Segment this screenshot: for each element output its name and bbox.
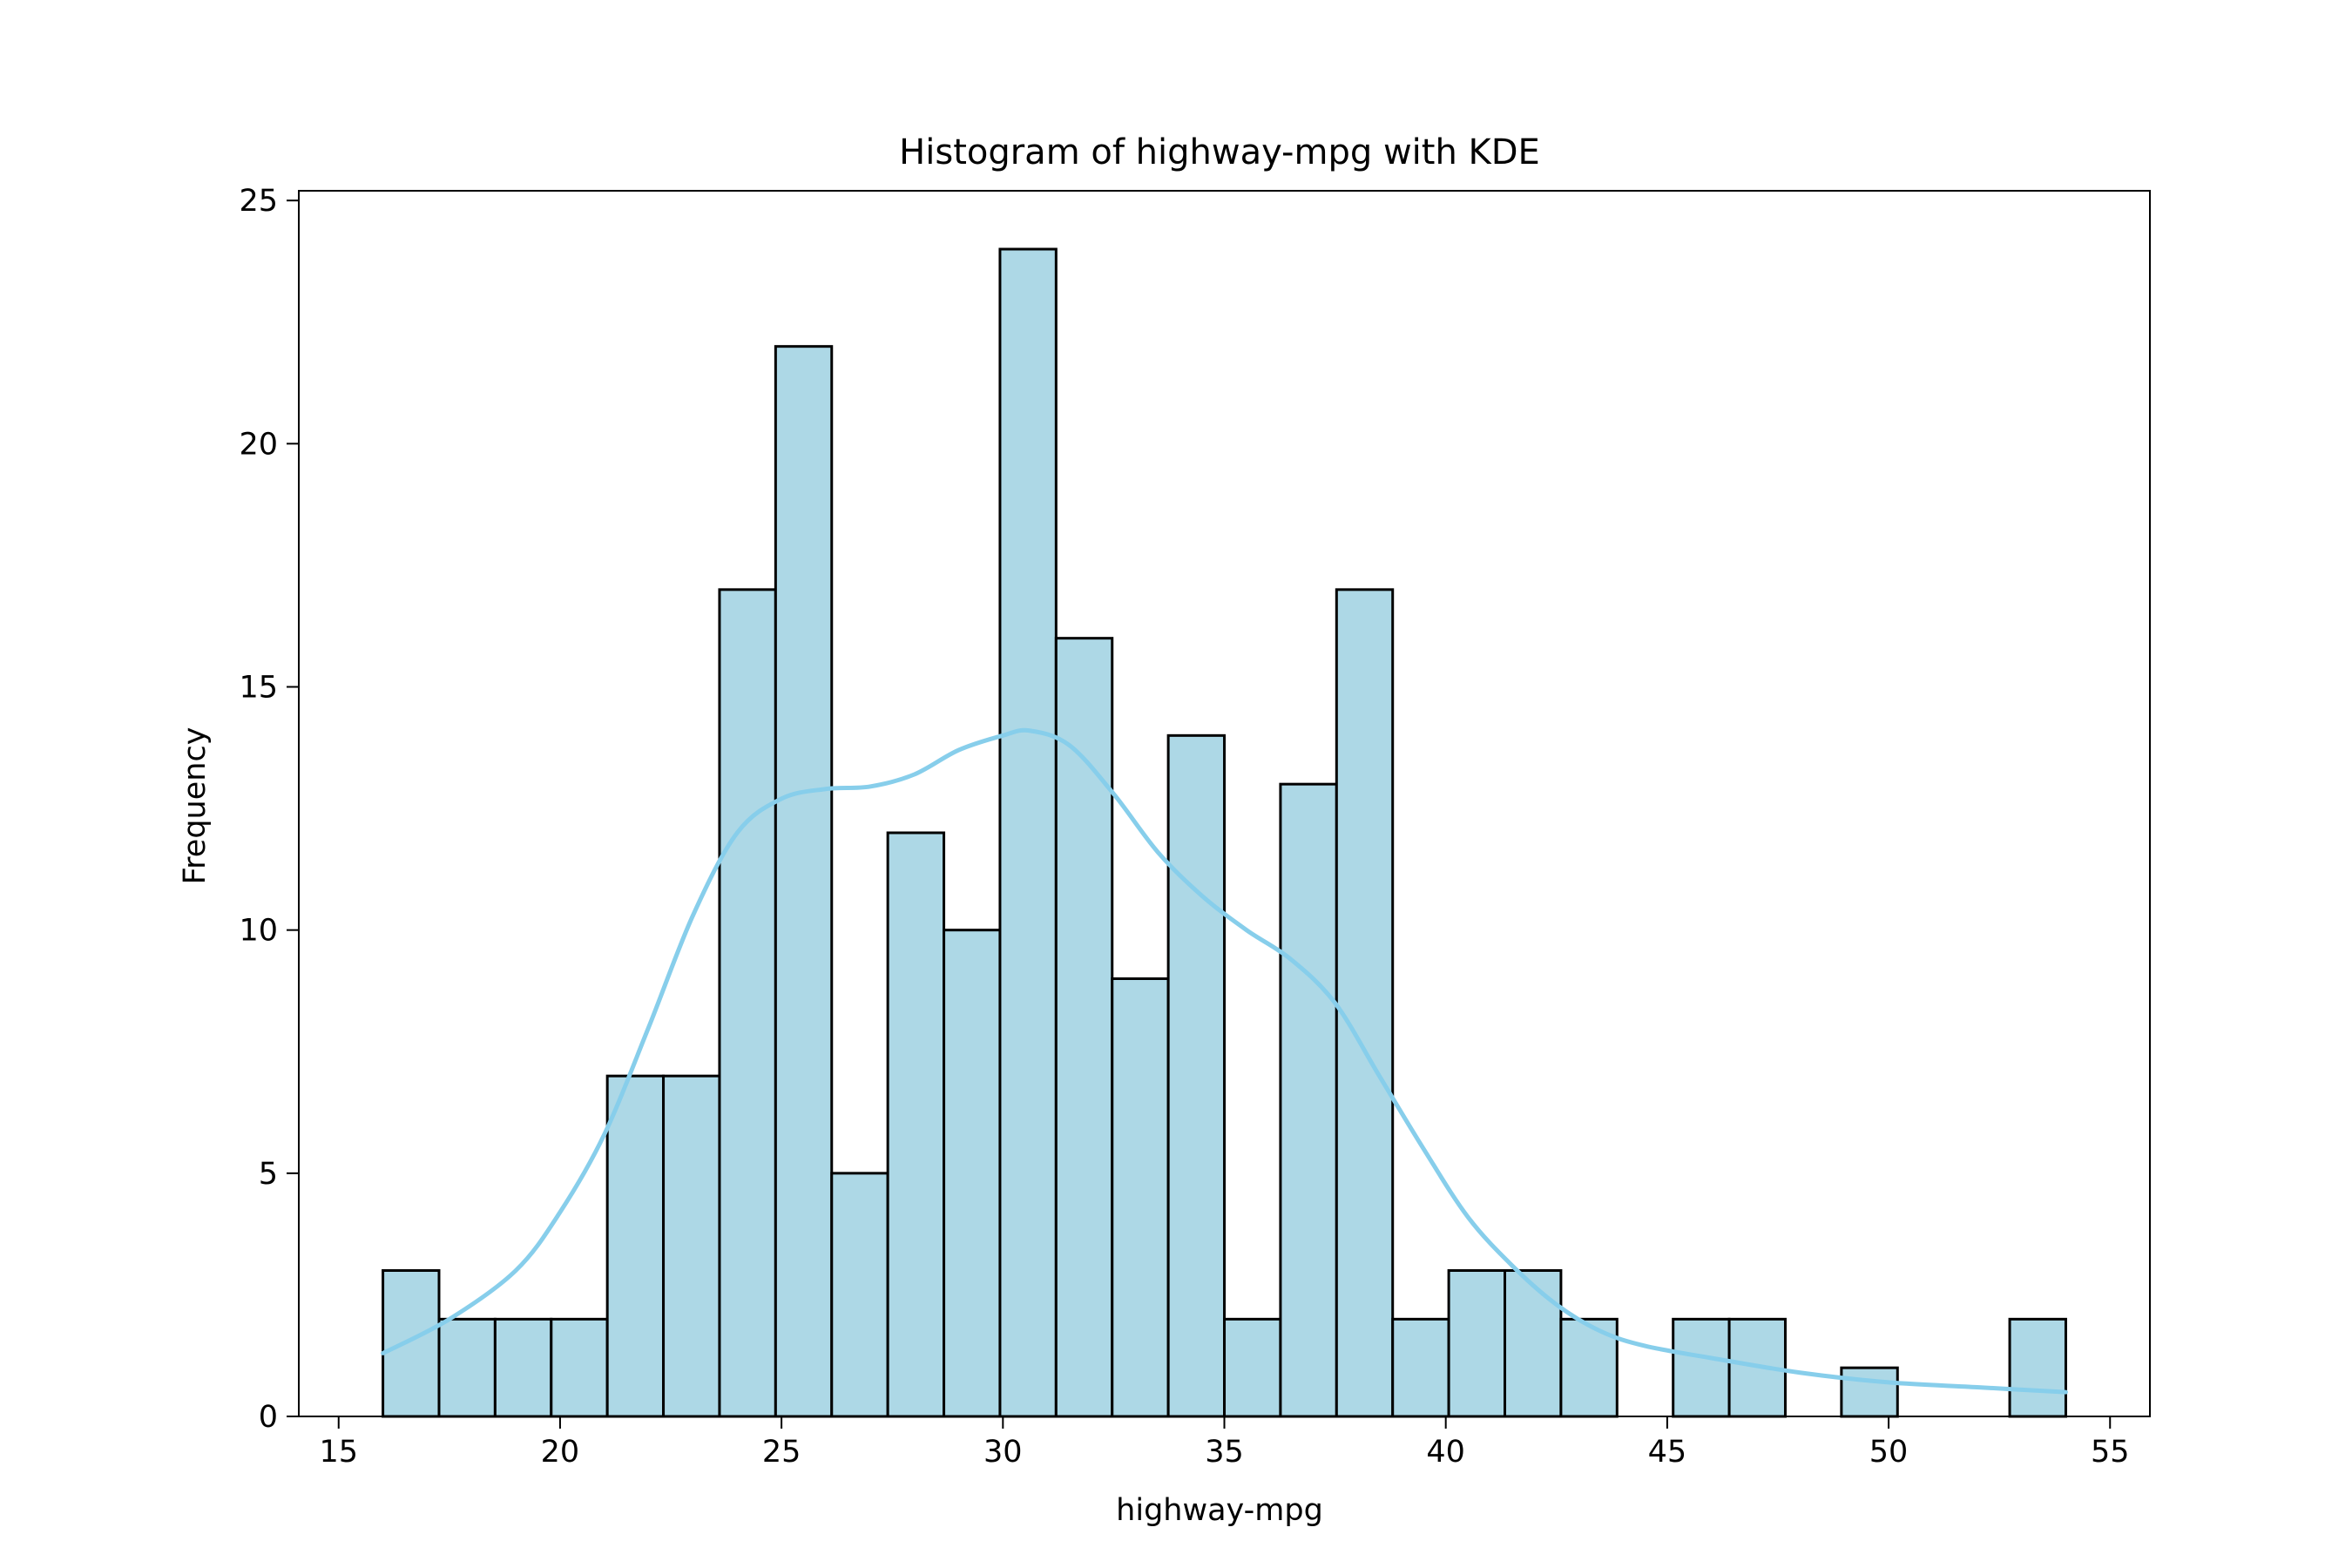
histogram-bar <box>493 1317 553 1418</box>
x-tick-label: 30 <box>983 1435 1023 1470</box>
y-tick-label: 5 <box>259 1157 278 1192</box>
y-axis-ticks: 0 5 10 15 20 25 <box>239 184 299 1435</box>
histogram-bar <box>662 1074 721 1418</box>
y-tick-label: 0 <box>259 1400 278 1435</box>
x-tick-label: 20 <box>541 1435 580 1470</box>
histogram-bar <box>382 1269 441 1418</box>
x-axis-ticks: 15 20 25 30 35 40 45 50 55 <box>319 1416 2130 1470</box>
histogram-bar <box>605 1074 666 1418</box>
histogram-bar <box>2008 1317 2067 1418</box>
kde-layer <box>381 727 2068 1395</box>
histogram-bar <box>1504 1269 1563 1418</box>
x-axis-label: highway-mpg <box>1116 1493 1323 1528</box>
y-tick-label: 20 <box>239 427 278 462</box>
y-tick-label: 25 <box>239 184 278 219</box>
bars-layer <box>382 247 2067 1418</box>
histogram-bar <box>1672 1317 1731 1418</box>
y-axis-label: Frequency <box>178 727 213 885</box>
x-tick-label: 35 <box>1205 1435 1244 1470</box>
histogram-bar <box>1166 733 1227 1418</box>
histogram-bar <box>1335 588 1395 1418</box>
chart-title: Histogram of highway-mpg with KDE <box>899 132 1540 172</box>
histogram-bar <box>1111 977 1170 1418</box>
histogram-bar <box>437 1317 497 1418</box>
histogram-bar <box>1223 1317 1282 1418</box>
histogram-bar <box>1279 782 1338 1418</box>
histogram-bar <box>1840 1366 1899 1418</box>
kde-line <box>381 727 2068 1395</box>
histogram-bar <box>774 345 834 1418</box>
y-tick-label: 15 <box>239 671 278 706</box>
x-tick-label: 55 <box>2091 1435 2130 1470</box>
histogram-bar <box>943 929 1002 1418</box>
histogram-bar <box>830 1172 889 1418</box>
histogram-bar <box>550 1317 609 1418</box>
x-tick-label: 15 <box>319 1435 358 1470</box>
x-tick-label: 45 <box>1648 1435 1687 1470</box>
histogram-bar <box>998 247 1058 1418</box>
histogram-bar <box>1054 637 1114 1418</box>
x-tick-label: 40 <box>1426 1435 1465 1470</box>
histogram-bar <box>886 831 946 1418</box>
histogram-bar <box>1391 1317 1450 1418</box>
x-tick-label: 25 <box>762 1435 801 1470</box>
y-tick-label: 10 <box>239 914 278 949</box>
x-tick-label: 50 <box>1869 1435 1909 1470</box>
histogram-bar <box>1447 1269 1507 1418</box>
histogram-bar <box>718 588 777 1418</box>
